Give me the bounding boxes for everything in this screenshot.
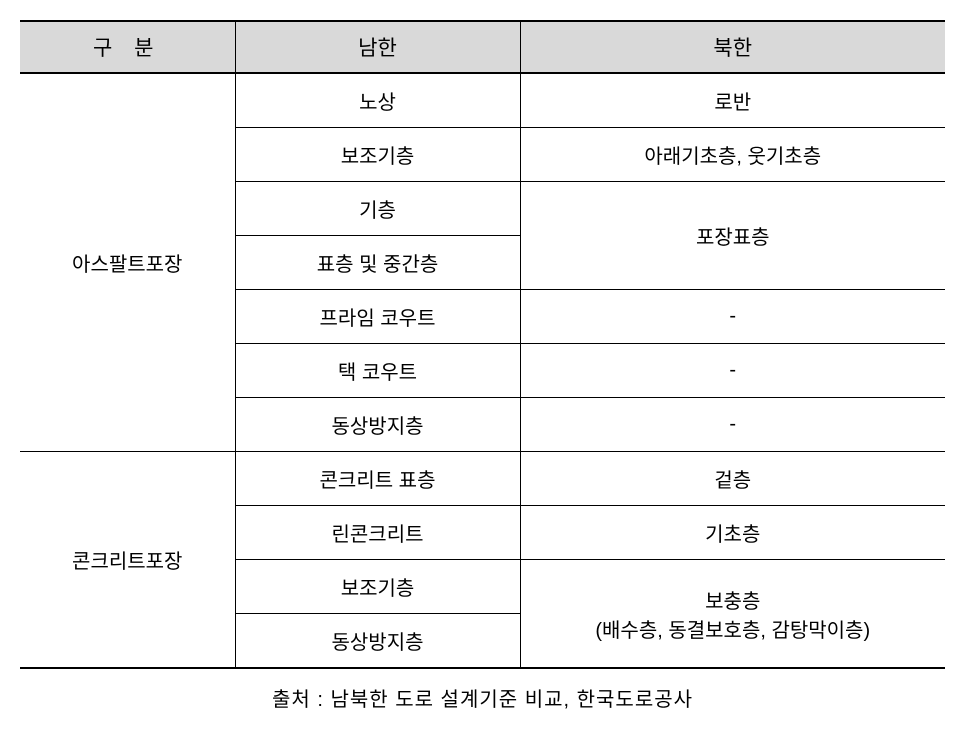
- north-cell: 기초층: [520, 506, 945, 560]
- category-cell: 콘크리트포장: [20, 452, 235, 669]
- table-header: 구 분 남한 북한: [20, 21, 945, 73]
- header-south: 남한: [235, 21, 520, 73]
- south-cell: 동상방지층: [235, 398, 520, 452]
- south-cell: 보조기층: [235, 560, 520, 614]
- table-row: 아스팔트포장노상로반: [20, 73, 945, 128]
- south-cell: 표층 및 중간층: [235, 236, 520, 290]
- south-cell: 보조기층: [235, 128, 520, 182]
- south-cell: 프라임 코우트: [235, 290, 520, 344]
- comparison-table: 구 분 남한 북한 아스팔트포장노상로반보조기층아래기초층, 웃기초층기층포장표…: [20, 20, 945, 669]
- header-category: 구 분: [20, 21, 235, 73]
- north-cell: -: [520, 290, 945, 344]
- header-north: 북한: [520, 21, 945, 73]
- north-cell: 포장표층: [520, 182, 945, 290]
- south-cell: 린콘크리트: [235, 506, 520, 560]
- south-cell: 동상방지층: [235, 614, 520, 669]
- north-cell: -: [520, 344, 945, 398]
- source-citation: 출처 : 남북한 도로 설계기준 비교, 한국도로공사: [20, 683, 945, 712]
- table-body: 아스팔트포장노상로반보조기층아래기초층, 웃기초층기층포장표층표층 및 중간층프…: [20, 73, 945, 668]
- header-row: 구 분 남한 북한: [20, 21, 945, 73]
- north-cell: 겉층: [520, 452, 945, 506]
- north-cell: -: [520, 398, 945, 452]
- category-cell: 아스팔트포장: [20, 73, 235, 452]
- south-cell: 택 코우트: [235, 344, 520, 398]
- header-category-text: 구 분: [93, 37, 161, 60]
- north-cell: 로반: [520, 73, 945, 128]
- north-cell: 아래기초층, 웃기초층: [520, 128, 945, 182]
- south-cell: 노상: [235, 73, 520, 128]
- north-cell: 보충층(배수층, 동결보호층, 감탕막이층): [520, 560, 945, 669]
- south-cell: 콘크리트 표층: [235, 452, 520, 506]
- south-cell: 기층: [235, 182, 520, 236]
- table-row: 콘크리트포장콘크리트 표층겉층: [20, 452, 945, 506]
